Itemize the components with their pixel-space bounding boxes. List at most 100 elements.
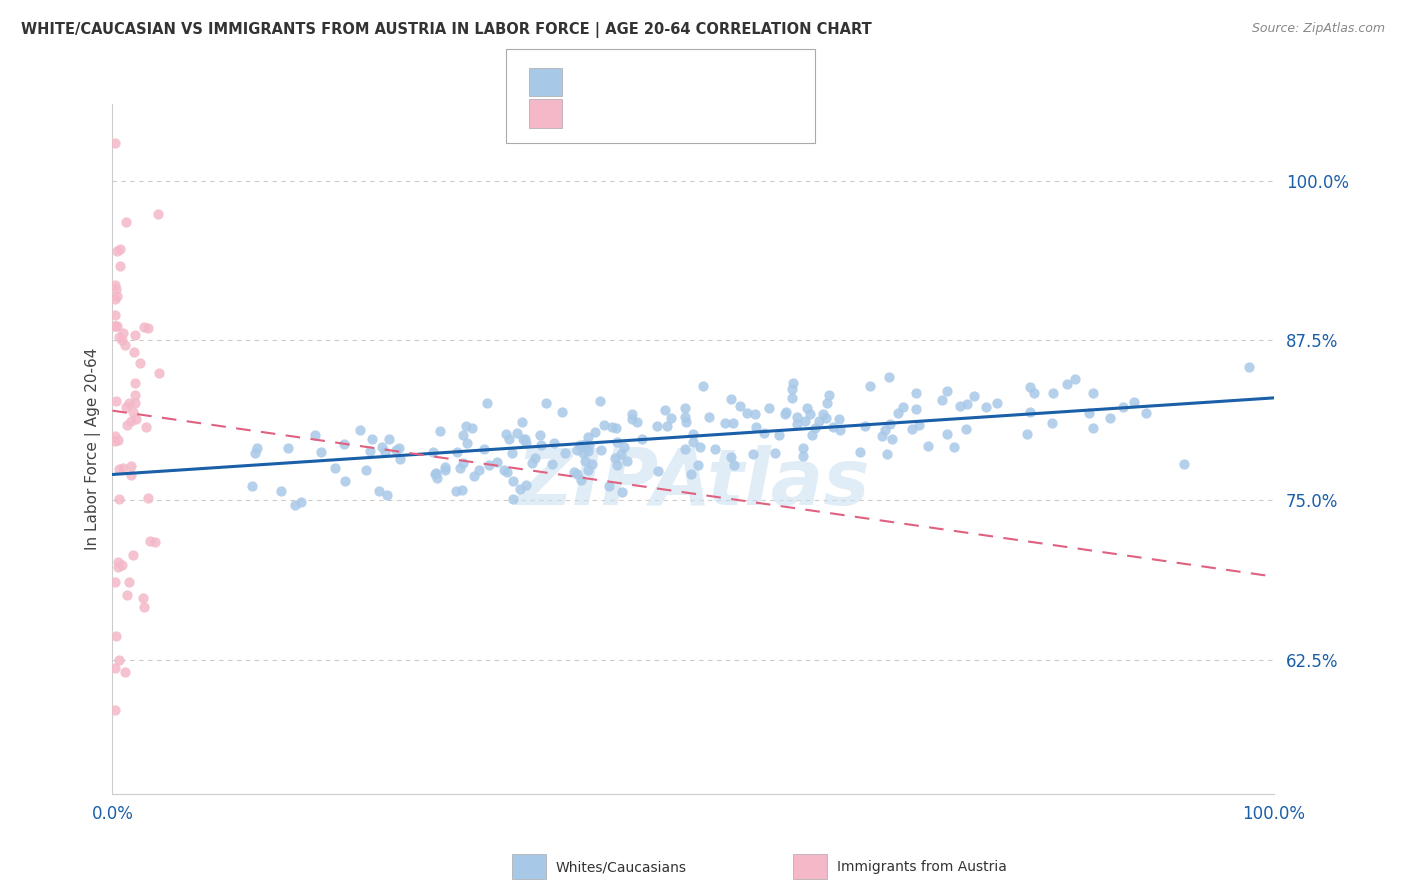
Point bbox=[907, 418, 929, 433]
Point bbox=[1081, 385, 1104, 400]
Point bbox=[728, 399, 751, 413]
Point bbox=[359, 443, 381, 458]
Point bbox=[568, 438, 591, 452]
Point bbox=[714, 416, 737, 430]
Point bbox=[104, 575, 127, 590]
Point bbox=[551, 404, 574, 418]
Point bbox=[446, 445, 468, 459]
Point bbox=[621, 407, 644, 421]
Point bbox=[456, 419, 478, 434]
Point bbox=[124, 327, 146, 342]
Point bbox=[775, 404, 797, 418]
Text: R =: R = bbox=[572, 79, 606, 94]
Point bbox=[796, 401, 818, 415]
Point bbox=[673, 401, 696, 416]
Point bbox=[1017, 427, 1039, 442]
Point bbox=[741, 447, 763, 461]
Point bbox=[792, 450, 814, 464]
Point bbox=[120, 458, 142, 473]
Point bbox=[107, 555, 129, 569]
Point bbox=[901, 422, 924, 436]
Point bbox=[323, 461, 346, 475]
Point bbox=[792, 441, 814, 455]
Point bbox=[943, 440, 966, 454]
Point bbox=[434, 460, 457, 475]
Point bbox=[134, 319, 156, 334]
Point bbox=[955, 422, 977, 436]
Point bbox=[782, 376, 804, 390]
Y-axis label: In Labor Force | Age 20-64: In Labor Force | Age 20-64 bbox=[86, 348, 101, 550]
Point bbox=[606, 458, 628, 472]
Point bbox=[768, 427, 790, 442]
Point bbox=[689, 440, 711, 454]
Point bbox=[786, 417, 808, 431]
Text: R =: R = bbox=[572, 111, 600, 125]
Point bbox=[108, 243, 131, 257]
Point bbox=[801, 427, 824, 442]
Point bbox=[859, 378, 882, 392]
Text: WHITE/CAUCASIAN VS IMMIGRANTS FROM AUSTRIA IN LABOR FORCE | AGE 20-64 CORRELATIO: WHITE/CAUCASIAN VS IMMIGRANTS FROM AUSTR… bbox=[21, 22, 872, 38]
Point bbox=[385, 443, 408, 458]
Point bbox=[936, 384, 959, 398]
Point bbox=[333, 437, 356, 451]
Point bbox=[270, 483, 292, 498]
Point bbox=[117, 589, 139, 603]
Point bbox=[360, 432, 382, 446]
Point bbox=[763, 446, 786, 460]
Point bbox=[515, 478, 537, 492]
Point bbox=[498, 432, 520, 446]
Point bbox=[744, 407, 766, 421]
Point bbox=[456, 435, 478, 450]
Point bbox=[654, 403, 676, 417]
Point bbox=[904, 386, 927, 401]
Point bbox=[1064, 372, 1087, 386]
Point bbox=[853, 418, 876, 433]
Point bbox=[124, 376, 146, 390]
Point bbox=[478, 458, 501, 473]
Point bbox=[721, 416, 744, 430]
Point bbox=[616, 454, 638, 468]
Point bbox=[115, 215, 138, 229]
Point bbox=[534, 395, 557, 409]
Point bbox=[104, 703, 127, 717]
Point bbox=[425, 467, 447, 481]
Point bbox=[931, 393, 953, 408]
Point bbox=[875, 423, 897, 437]
Point bbox=[626, 415, 648, 429]
Point bbox=[565, 467, 588, 481]
Point bbox=[1077, 406, 1099, 420]
Point bbox=[1123, 395, 1146, 409]
Point bbox=[108, 330, 131, 344]
Point bbox=[541, 457, 564, 471]
Point bbox=[576, 444, 599, 458]
Point bbox=[692, 378, 714, 392]
Point bbox=[115, 401, 138, 415]
Point bbox=[935, 427, 957, 442]
Point bbox=[1081, 420, 1104, 434]
Point bbox=[828, 412, 851, 426]
Point bbox=[697, 410, 720, 425]
Point bbox=[451, 428, 474, 442]
Point bbox=[111, 333, 134, 347]
Point bbox=[107, 653, 129, 667]
Point bbox=[891, 400, 914, 414]
Point bbox=[720, 450, 742, 464]
Point bbox=[104, 277, 127, 292]
Point bbox=[515, 435, 537, 450]
Point bbox=[104, 434, 127, 449]
Point bbox=[877, 369, 900, 384]
Point bbox=[425, 467, 447, 481]
Point bbox=[349, 423, 371, 437]
Point bbox=[104, 394, 127, 409]
Point bbox=[543, 436, 565, 450]
Point bbox=[876, 447, 898, 461]
Point bbox=[576, 463, 599, 477]
Point bbox=[148, 366, 170, 380]
Point bbox=[811, 407, 834, 421]
Point bbox=[583, 425, 606, 439]
Point bbox=[780, 382, 803, 396]
Point bbox=[309, 444, 332, 458]
Point bbox=[118, 396, 141, 410]
Point bbox=[589, 442, 612, 457]
Point bbox=[794, 414, 817, 428]
